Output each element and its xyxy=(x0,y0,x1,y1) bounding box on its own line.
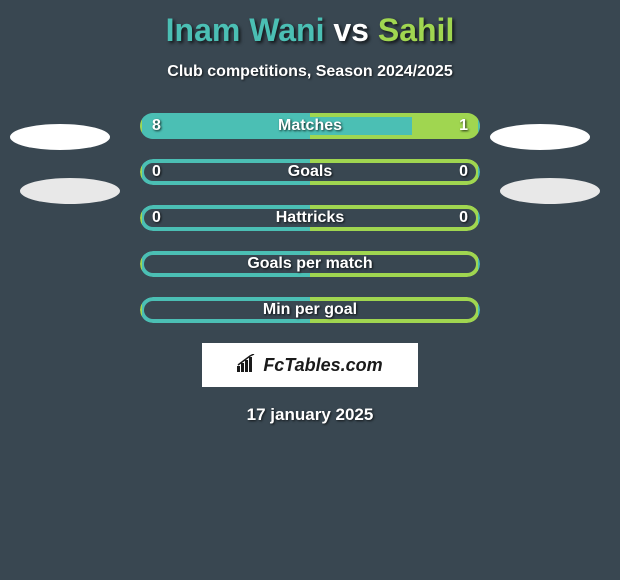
logo-text: FcTables.com xyxy=(263,355,382,376)
stat-row: Goals per match xyxy=(140,251,480,279)
stat-value-right: 1 xyxy=(459,113,468,139)
logo-box: FcTables.com xyxy=(202,343,418,387)
logo: FcTables.com xyxy=(237,354,382,377)
stat-label: Goals per match xyxy=(140,251,480,277)
stat-value-left: 0 xyxy=(152,159,161,185)
stat-row: Hattricks0 0 xyxy=(140,205,480,233)
stat-value-right: 0 xyxy=(459,205,468,231)
stat-label: Min per goal xyxy=(140,297,480,323)
player-marker-ellipse xyxy=(10,124,110,150)
player-marker-ellipse xyxy=(500,178,600,204)
logo-chart-icon xyxy=(237,354,259,377)
player-left-name: Inam Wani xyxy=(166,12,325,48)
stat-label: Matches xyxy=(140,113,480,139)
subtitle: Club competitions, Season 2024/2025 xyxy=(0,63,620,81)
title-separator: vs xyxy=(324,12,377,48)
stat-row: Goals0 0 xyxy=(140,159,480,187)
player-right-name: Sahil xyxy=(378,12,454,48)
stat-value-left: 8 xyxy=(152,113,161,139)
stat-row: Min per goal xyxy=(140,297,480,325)
player-marker-ellipse xyxy=(20,178,120,204)
stat-row: Matches8 1 xyxy=(140,113,480,141)
player-marker-ellipse xyxy=(490,124,590,150)
stat-label: Hattricks xyxy=(140,205,480,231)
comparison-title: Inam Wani vs Sahil xyxy=(0,0,620,49)
stat-value-right: 0 xyxy=(459,159,468,185)
stat-label: Goals xyxy=(140,159,480,185)
stat-value-left: 0 xyxy=(152,205,161,231)
date-label: 17 january 2025 xyxy=(0,405,620,425)
